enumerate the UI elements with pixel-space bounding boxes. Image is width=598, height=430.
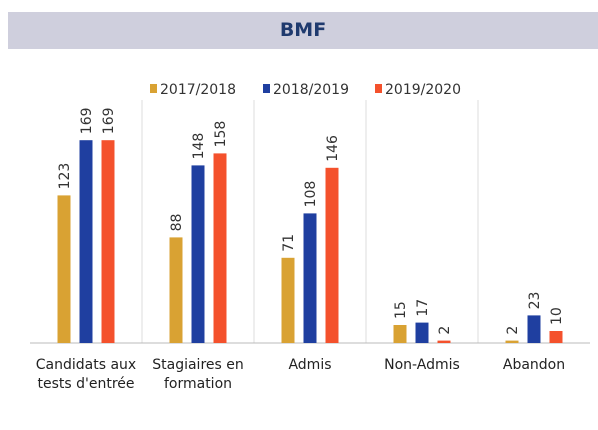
legend-swatch [375,84,382,93]
header-band [8,12,598,49]
bar [191,165,205,343]
bar [169,237,183,343]
x-tick-label: Non-Admis [384,357,460,373]
bar [505,340,519,343]
value-label: 123 [57,163,73,190]
legend-label: 2017/2018 [160,82,236,98]
bar [79,140,93,343]
bar [325,167,339,343]
value-label: 88 [169,214,185,232]
legend-label: 2019/2020 [385,82,461,98]
x-tick-label: Admis [288,357,332,373]
value-label: 158 [213,121,229,148]
bar [527,315,541,343]
value-label: 71 [281,234,297,252]
bar [549,331,563,343]
value-label: 148 [191,133,207,160]
chart-title: BMF [279,19,327,41]
value-label: 146 [325,135,341,162]
value-label: 108 [303,181,319,208]
bar [393,325,407,343]
legend-label: 2018/2019 [273,82,349,98]
bar [57,195,71,343]
value-label: 169 [79,107,95,134]
legend-swatch [150,84,157,93]
legend-swatch [263,84,270,93]
bar [303,213,317,343]
value-label: 15 [393,301,409,319]
x-tick-label: Abandon [502,357,566,373]
value-label: 17 [415,299,431,317]
bar [281,257,295,343]
value-label: 169 [101,107,117,134]
bar [101,140,115,343]
bar [213,153,227,343]
bar [437,340,451,343]
x-tick-label: Candidats aux tests d'entrée [35,357,137,392]
x-tick-label: Stagiaires en formation [152,357,244,392]
value-label: 10 [549,307,565,325]
value-label: 2 [437,326,453,335]
value-label: 23 [527,292,543,310]
value-label: 2 [505,326,521,335]
bar [415,322,429,343]
